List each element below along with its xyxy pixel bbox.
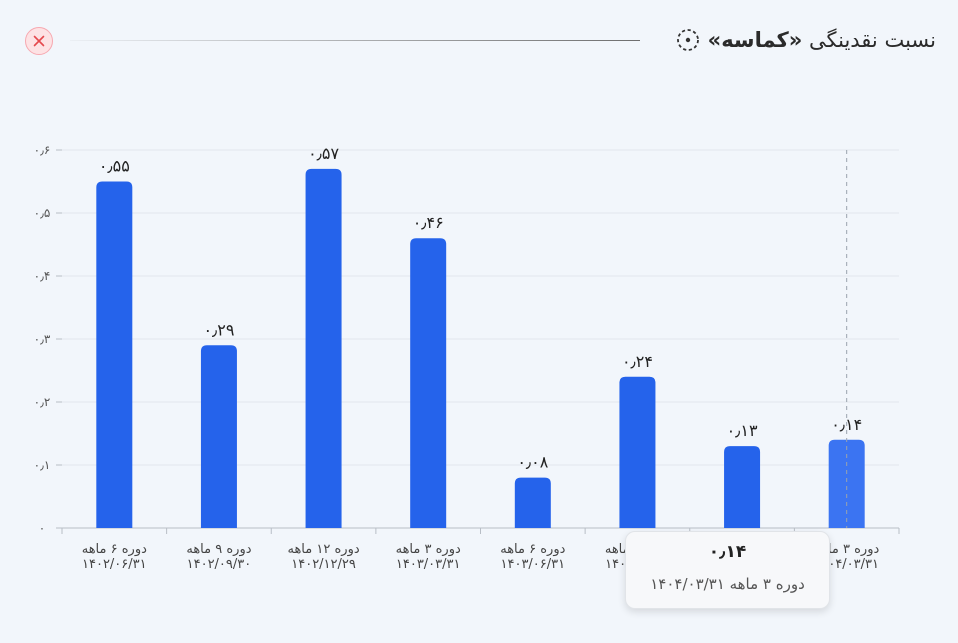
tooltip-category: دوره ۳ ماهه ۱۴۰۴/۰۳/۳۱ [650, 575, 805, 593]
tooltip-value: ۰٫۱۴ [708, 542, 747, 562]
y-tick-label: ۰ [39, 521, 45, 535]
bar [410, 238, 447, 528]
title-text: نسبت نقدینگی «کماسه» [708, 28, 936, 52]
x-tick-label-date: ۱۴۰۲/۱۲/۲۹ [291, 557, 356, 572]
panel-header: نسبت نقدینگی «کماسه» [0, 0, 958, 80]
x-tick-label-date: ۱۴۰۳/۰۳/۳۱ [396, 557, 461, 572]
x-tick-label: دوره ۶ ماهه [500, 542, 565, 557]
y-tick-label: ۰٫۱ [34, 458, 51, 472]
bar-value-label: ۰٫۵۵ [99, 157, 130, 176]
x-tick-label-date: ۱۴۰۴/۰۳/۳۱ [814, 557, 879, 572]
bar [514, 477, 551, 528]
x-tick-label: دوره ۳ ماهه [814, 542, 879, 557]
bar [828, 439, 865, 528]
bar-value-label: ۰٫۰۸ [517, 453, 548, 472]
y-tick-label: ۰٫۴ [34, 269, 51, 283]
bar [619, 376, 656, 528]
y-tick-label: ۰٫۲ [34, 395, 51, 409]
dashed-circle-dot-icon [676, 29, 699, 51]
x-tick-label: دوره ۳ ماهه [396, 542, 461, 557]
chart-tooltip: ۰٫۱۴ دوره ۳ ماهه ۱۴۰۴/۰۳/۳۱ [625, 531, 830, 609]
bar [96, 181, 133, 528]
x-tick-label: دوره ۶ ماهه [82, 542, 147, 557]
grid-lines [62, 149, 899, 466]
bar-value-label: ۰٫۲۴ [622, 352, 653, 371]
bar [724, 446, 761, 528]
x-tick-label-date: ۱۴۰۲/۰۶/۳۱ [82, 557, 147, 572]
close-button[interactable] [25, 27, 53, 55]
panel-title: نسبت نقدینگی «کماسه» [676, 24, 936, 56]
bar [305, 168, 342, 528]
x-tick-label: دوره ۹ ماهه [186, 542, 251, 557]
title-prefix: نسبت نقدینگی [802, 28, 936, 52]
x-tick-label-date: ۱۴۰۲/۰۹/۳۰ [187, 557, 252, 572]
y-tick-label: ۰٫۳ [34, 332, 51, 346]
bar-value-label: ۰٫۵۷ [308, 144, 339, 163]
x-tick-label: دوره ۱۲ ماهه [287, 542, 359, 557]
bar-value-label: ۰٫۱۳ [727, 421, 758, 440]
bars [96, 168, 865, 528]
title-divider [70, 40, 640, 41]
y-tick-labels: ۰ ۰٫۱ ۰٫۲ ۰٫۳ ۰٫۴ ۰٫۵ ۰٫۶ [34, 143, 51, 535]
y-tick-label: ۰٫۶ [34, 143, 51, 157]
bar-value-label: ۰٫۴۶ [413, 213, 444, 232]
bar [200, 345, 237, 528]
axes [56, 149, 900, 534]
bar-value-label: ۰٫۲۹ [203, 320, 234, 339]
y-tick-label: ۰٫۵ [34, 206, 51, 220]
title-company: «کماسه» [707, 28, 803, 52]
x-tick-label-date: ۱۴۰۳/۰۶/۳۱ [501, 557, 566, 572]
close-icon [33, 35, 45, 47]
